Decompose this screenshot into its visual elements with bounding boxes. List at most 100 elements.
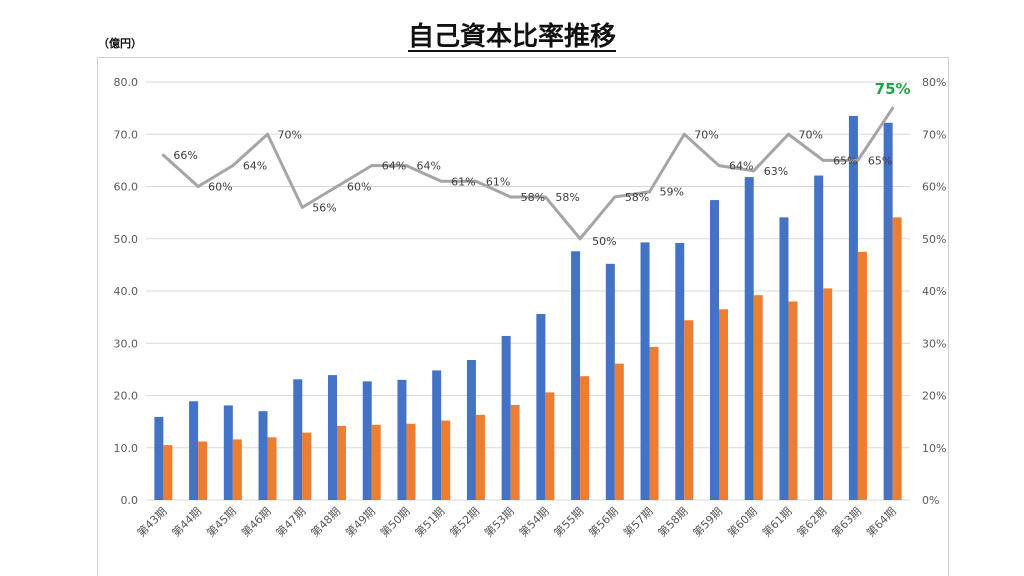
bar-series1 bbox=[362, 381, 372, 500]
x-tick-label: 第60期 bbox=[724, 504, 759, 539]
ratio-point bbox=[509, 195, 513, 199]
ratio-point bbox=[404, 164, 408, 168]
bar-series2 bbox=[163, 445, 173, 500]
x-tick-label: 第59期 bbox=[690, 504, 725, 539]
ratio-point bbox=[300, 205, 304, 209]
ratio-label: 70% bbox=[278, 128, 302, 141]
bar-series2 bbox=[510, 404, 520, 500]
ratio-label: 64% bbox=[729, 160, 753, 173]
x-tick-label: 第45期 bbox=[204, 504, 239, 539]
bar-series1 bbox=[397, 379, 407, 500]
y2-tick-label: 60% bbox=[922, 181, 946, 194]
bar-series2 bbox=[684, 320, 694, 500]
ratio-point bbox=[821, 158, 825, 162]
ratio-label: 56% bbox=[312, 201, 336, 214]
ratio-label: 70% bbox=[694, 128, 718, 141]
y2-tick-label: 50% bbox=[922, 233, 946, 246]
ratio-point bbox=[196, 185, 200, 188]
ratio-point bbox=[578, 237, 582, 241]
ratio-label: 64% bbox=[382, 160, 406, 173]
y-tick-label: 70.0 bbox=[114, 128, 139, 141]
bar-series2 bbox=[267, 437, 277, 500]
ratio-label: 58% bbox=[625, 191, 649, 204]
chart-title-text: 自己資本比率推移 bbox=[407, 22, 616, 52]
ratio-point bbox=[266, 132, 270, 136]
y-tick-label: 10.0 bbox=[114, 442, 139, 455]
bar-series1 bbox=[814, 175, 824, 500]
ratio-line bbox=[162, 107, 894, 241]
bar-series2 bbox=[823, 288, 833, 500]
bar-series1 bbox=[779, 217, 789, 500]
ratio-label: 61% bbox=[451, 175, 475, 188]
bar-series1 bbox=[258, 411, 268, 500]
ratio-point bbox=[786, 132, 790, 136]
x-tick-label: 第43期 bbox=[134, 504, 169, 539]
bar-series1 bbox=[571, 251, 581, 500]
ratio-point bbox=[439, 179, 443, 183]
bar-series2 bbox=[580, 376, 590, 500]
bar-series2 bbox=[545, 392, 555, 500]
y-tick-label: 60.0 bbox=[114, 181, 139, 194]
chart-frame bbox=[97, 57, 949, 576]
bar-series2 bbox=[232, 439, 242, 500]
bar-series2 bbox=[198, 441, 208, 500]
bar-series2 bbox=[475, 414, 485, 500]
x-tick-label: 第61期 bbox=[759, 504, 794, 539]
ratio-label: 59% bbox=[660, 186, 684, 199]
ratio-label: 63% bbox=[764, 165, 788, 178]
ratio-point bbox=[891, 106, 895, 110]
y2-tick-label: 20% bbox=[922, 390, 946, 403]
bar-series1 bbox=[328, 375, 337, 500]
ratio-point bbox=[717, 164, 721, 168]
x-tick-label: 第62期 bbox=[794, 504, 829, 539]
y-tick-label: 80.0 bbox=[114, 76, 139, 89]
bar-series2 bbox=[337, 425, 346, 500]
ratio-point bbox=[752, 169, 756, 173]
ratio-label: 66% bbox=[173, 149, 197, 162]
bar-series2 bbox=[892, 217, 902, 500]
bar-series2 bbox=[441, 420, 451, 500]
bar-series1 bbox=[293, 379, 303, 500]
bar-series2 bbox=[719, 309, 728, 500]
ratio-label: 64% bbox=[243, 160, 267, 173]
x-tick-label: 第58期 bbox=[655, 504, 690, 539]
bar-series1 bbox=[675, 242, 685, 500]
x-tick-label: 第63期 bbox=[829, 504, 864, 539]
bar-series1 bbox=[466, 359, 476, 500]
chart-title: 自己資本比率推移 bbox=[0, 16, 1024, 53]
bar-series1 bbox=[710, 200, 719, 500]
y-tick-label: 20.0 bbox=[114, 390, 139, 403]
x-tick-label: 第55期 bbox=[551, 504, 586, 539]
y2-tick-label: 0% bbox=[922, 494, 939, 507]
ratio-label-highlight: 75% bbox=[875, 80, 911, 98]
bar-series1 bbox=[848, 115, 858, 501]
ratio-label: 70% bbox=[798, 128, 822, 141]
bar-series2 bbox=[857, 251, 867, 500]
ratio-label: 64% bbox=[416, 160, 440, 173]
y-axis-unit-label: （億円） bbox=[98, 37, 142, 50]
bar-series2 bbox=[406, 423, 416, 500]
bar-series2 bbox=[753, 295, 763, 500]
bar-series2 bbox=[649, 346, 659, 500]
ratio-point bbox=[543, 195, 547, 199]
bar-series2 bbox=[788, 301, 798, 500]
y2-tick-label: 70% bbox=[922, 128, 946, 141]
ratio-label: 60% bbox=[347, 181, 371, 194]
ratio-label: 65% bbox=[833, 154, 857, 167]
x-tick-label: 第57期 bbox=[620, 504, 655, 539]
bar-series1 bbox=[536, 313, 546, 500]
ratio-label: 58% bbox=[555, 191, 579, 204]
bar-series1 bbox=[640, 242, 650, 500]
bar-series1 bbox=[883, 122, 893, 500]
ratio-point bbox=[474, 179, 478, 183]
bar-series2 bbox=[371, 424, 381, 500]
ratio-label: 60% bbox=[208, 181, 232, 194]
bar-series2 bbox=[614, 363, 624, 500]
bar-series1 bbox=[223, 405, 233, 500]
ratio-label: 50% bbox=[592, 235, 616, 248]
x-tick-label: 第44期 bbox=[169, 504, 204, 539]
x-tick-label: 第53期 bbox=[481, 504, 516, 539]
y2-tick-label: 10% bbox=[922, 442, 946, 455]
ratio-point bbox=[613, 195, 617, 199]
